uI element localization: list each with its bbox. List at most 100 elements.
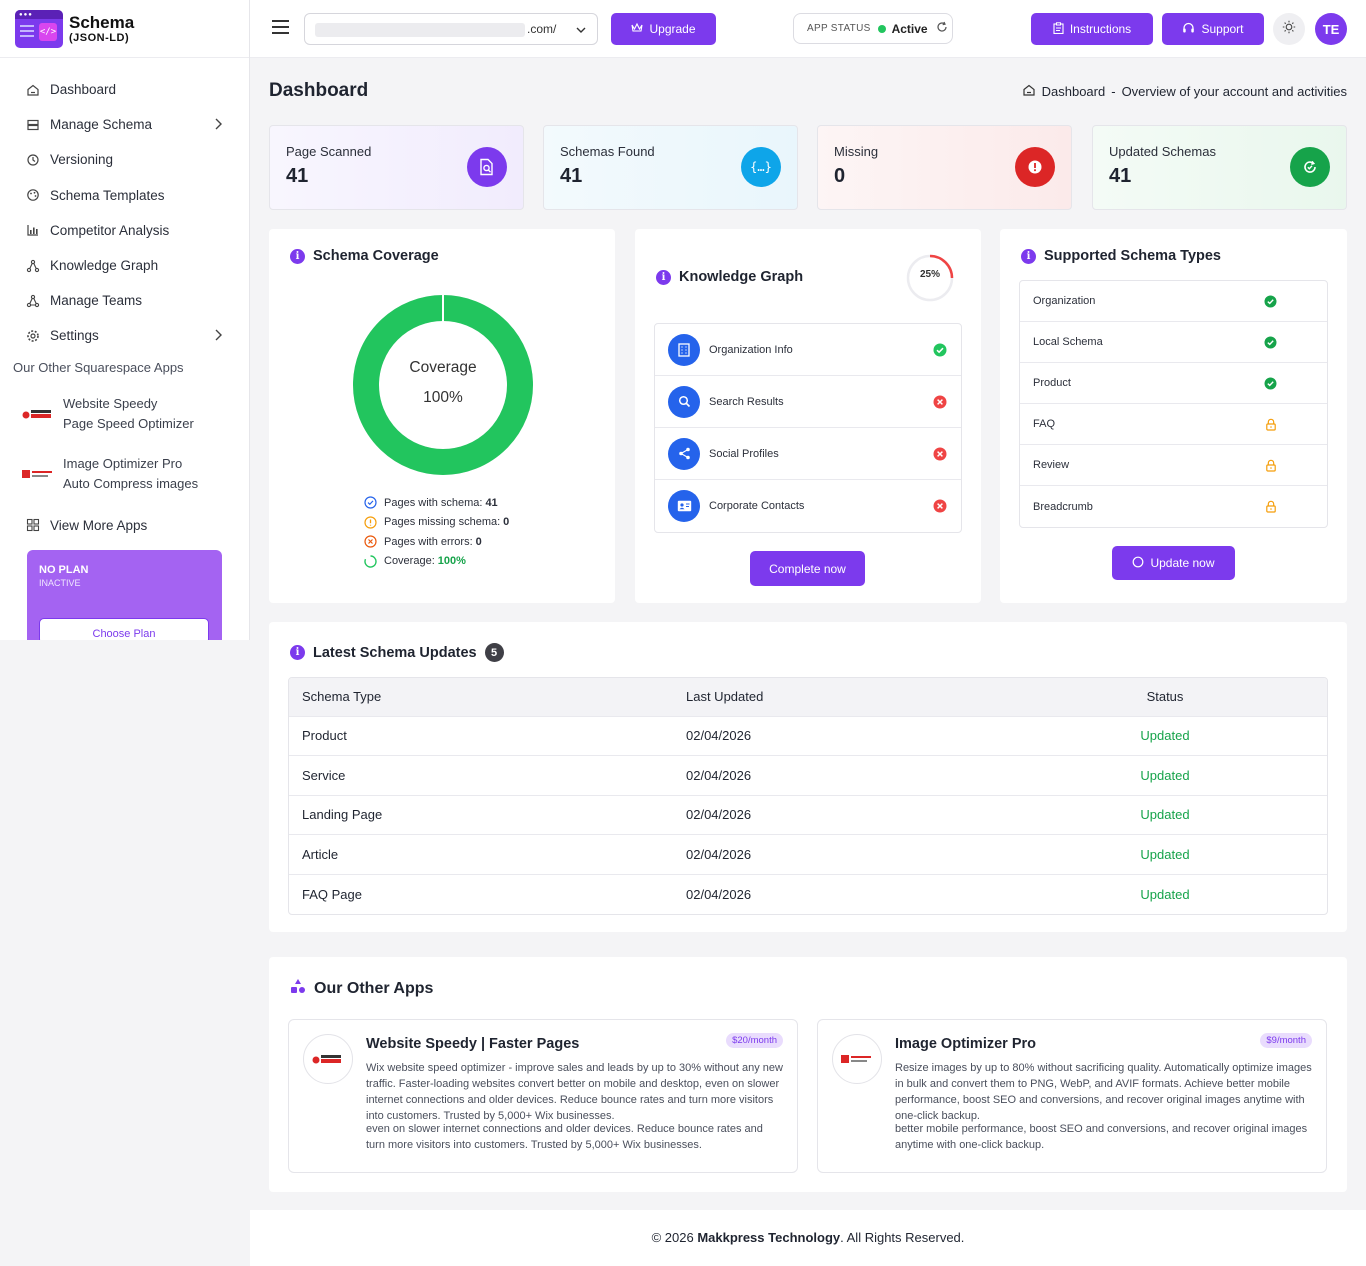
breadcrumb-page[interactable]: Dashboard xyxy=(1041,84,1106,99)
lock-icon xyxy=(1265,459,1277,475)
supported-schema-types-card: i Supported Schema Types Organization Lo… xyxy=(1000,229,1347,603)
legend-pages-errors: Pages with errors: 0 xyxy=(364,532,509,552)
site-url-value: .com/ xyxy=(527,22,557,36)
sidebar-item-versioning[interactable]: Versioning xyxy=(0,142,249,177)
upgrade-label: Upgrade xyxy=(649,22,696,36)
upgrade-button[interactable]: Upgrade xyxy=(611,13,716,45)
choose-plan-button[interactable]: Choose Plan xyxy=(39,618,209,640)
clipboard-icon xyxy=(1053,21,1064,37)
stat-value: 41 xyxy=(286,165,309,187)
cell-schema-type: Landing Page xyxy=(289,794,673,835)
building-icon xyxy=(668,333,700,366)
menu-toggle-icon[interactable] xyxy=(272,20,289,34)
stat-value: 41 xyxy=(1109,165,1132,187)
kg-item-search-results[interactable]: Search Results xyxy=(655,376,961,428)
kg-progress-ring xyxy=(906,254,954,302)
table-row: FAQ Page 02/04/2026 Updated xyxy=(289,873,1327,914)
instructions-label: Instructions xyxy=(1069,22,1132,36)
stat-value: 0 xyxy=(834,165,846,187)
stat-label: Missing xyxy=(834,144,879,159)
app-description: Wix website speed optimizer - improve sa… xyxy=(366,1062,783,1122)
info-icon: i xyxy=(656,269,671,285)
view-more-label: View More Apps xyxy=(50,517,148,533)
instructions-button[interactable]: Instructions xyxy=(1031,13,1153,45)
user-avatar[interactable]: TE xyxy=(1315,13,1347,45)
breadcrumb-separator: - xyxy=(1111,84,1116,99)
update-now-button[interactable]: Update now xyxy=(1112,546,1235,580)
cell-status: Updated xyxy=(1003,834,1327,875)
app-card-image-optimizer[interactable]: Image Optimizer Pro $9/month Resize imag… xyxy=(817,1019,1327,1173)
stat-value: 41 xyxy=(560,165,583,187)
card-title-text: Schema Coverage xyxy=(313,248,439,264)
legend-text: Pages with schema: xyxy=(384,496,483,509)
theme-toggle-button[interactable] xyxy=(1273,13,1305,45)
refresh-icon[interactable] xyxy=(936,20,948,38)
col-status: Status xyxy=(1003,678,1327,716)
sidebar-app-website-speedy[interactable]: Website Speedy Page Speed Optimizer xyxy=(0,394,249,434)
sidebar-item-manage-teams[interactable]: Manage Teams xyxy=(0,283,249,318)
redacted-url xyxy=(315,23,525,37)
legend-pages-missing: Pages missing schema: 0 xyxy=(364,513,509,533)
kg-item-corporate-contacts[interactable]: Corporate Contacts xyxy=(655,480,961,532)
kg-item-label: Organization Info xyxy=(709,343,793,356)
app-card-website-speedy[interactable]: Website Speedy | Faster Pages $20/month … xyxy=(288,1019,798,1173)
coverage-center-label: Coverage xyxy=(409,359,477,376)
status-x-icon xyxy=(933,499,947,516)
view-more-apps-link[interactable]: View More Apps xyxy=(0,508,249,543)
sidebar-app-image-optimizer[interactable]: Image Optimizer Pro Auto Compress images xyxy=(0,454,249,494)
kg-item-label: Social Profiles xyxy=(709,447,779,460)
app-logo[interactable]: ●●● </> Schema (JSON-LD) xyxy=(0,0,249,58)
cell-last-updated: 02/04/2026 xyxy=(673,794,1003,835)
json-braces-icon: {…} xyxy=(741,147,781,187)
status-dot-icon xyxy=(877,24,886,33)
history-icon xyxy=(25,152,41,168)
sidebar-item-label: Manage Schema xyxy=(50,117,153,133)
sidebar-item-manage-schema[interactable]: Manage Schema xyxy=(0,107,249,142)
site-url-select[interactable]: .com/ xyxy=(304,13,598,45)
support-label: Support xyxy=(1201,22,1244,36)
progress-circle-icon xyxy=(364,555,377,568)
stat-label: Updated Schemas xyxy=(1109,144,1216,159)
legend-coverage: Coverage: 100% xyxy=(364,552,509,572)
info-icon: i xyxy=(290,248,305,264)
card-title-text: Our Other Apps xyxy=(314,979,434,997)
support-button[interactable]: Support xyxy=(1162,13,1264,45)
plan-name: NO PLAN xyxy=(39,564,89,576)
page-footer: © 2026 Makkpress Technology. All Rights … xyxy=(250,1210,1366,1266)
sidebar-nav: Dashboard Manage Schema Versioning Schem… xyxy=(0,58,249,354)
app-subtitle: (JSON-LD) xyxy=(69,31,130,44)
complete-now-button[interactable]: Complete now xyxy=(750,551,865,586)
sidebar-item-settings[interactable]: Settings xyxy=(0,318,249,353)
refresh-check-icon xyxy=(1290,147,1330,187)
chevron-right-icon xyxy=(214,118,222,133)
headset-icon xyxy=(1182,22,1195,37)
sidebar-item-knowledge-graph[interactable]: Knowledge Graph xyxy=(0,248,249,283)
cell-schema-type: Article xyxy=(289,834,673,875)
palette-icon xyxy=(25,187,41,203)
image-optimizer-logo-icon xyxy=(22,466,54,482)
website-speedy-logo-icon xyxy=(22,406,54,422)
kg-item-organization-info[interactable]: Organization Info xyxy=(655,324,961,376)
sidebar-item-schema-templates[interactable]: Schema Templates xyxy=(0,178,249,213)
schema-type-review: Review xyxy=(1020,445,1327,486)
sidebar-item-dashboard[interactable]: Dashboard xyxy=(0,72,249,107)
kg-item-social-profiles[interactable]: Social Profiles xyxy=(655,428,961,480)
shapes-icon xyxy=(290,978,306,999)
sidebar: ●●● </> Schema (JSON-LD) Dashboard Manag… xyxy=(0,0,250,640)
app-name: Website Speedy | Faster Pages xyxy=(366,1036,580,1052)
cell-status: Updated xyxy=(1003,794,1327,835)
sidebar-item-label: Settings xyxy=(50,328,99,344)
card-title-text: Knowledge Graph xyxy=(679,269,804,285)
sidebar-app-line1: Website Speedy xyxy=(63,395,158,411)
coverage-donut-chart xyxy=(353,295,533,475)
app-price-badge: $20/month xyxy=(726,1033,783,1048)
legend-value: 41 xyxy=(485,496,498,509)
schema-type-label: Breadcrumb xyxy=(1033,500,1093,513)
sidebar-item-competitor-analysis[interactable]: Competitor Analysis xyxy=(0,213,249,248)
enabled-check-icon xyxy=(1264,377,1277,393)
error-circle-icon xyxy=(364,535,377,548)
crown-icon xyxy=(631,22,644,36)
enabled-check-icon xyxy=(1264,336,1277,352)
cell-schema-type: Service xyxy=(289,755,673,796)
plan-status: INACTIVE xyxy=(39,578,81,588)
